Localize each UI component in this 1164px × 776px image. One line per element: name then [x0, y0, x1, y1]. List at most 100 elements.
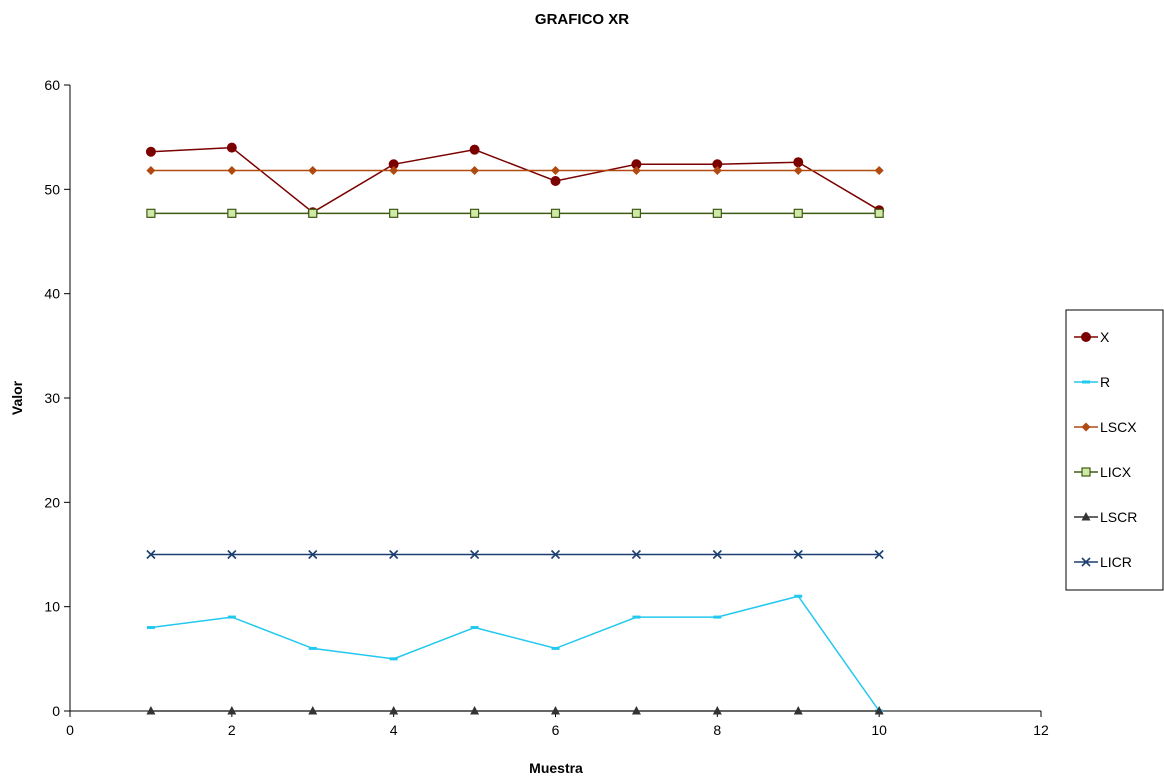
x-tick-label: 6: [552, 722, 560, 738]
data-point-lscr: [470, 706, 480, 715]
y-axis-label: Valor: [9, 380, 25, 415]
data-point-x: [793, 157, 804, 168]
data-point-r: [713, 615, 722, 619]
legend-marker-licx: [1081, 467, 1091, 477]
x-tick-label: 4: [390, 722, 398, 738]
data-point-lscr: [146, 706, 156, 715]
data-point-lscr: [308, 706, 318, 715]
data-point-lscx: [146, 166, 156, 176]
data-point-lscr: [227, 706, 237, 715]
data-point-licx: [793, 208, 803, 218]
y-tick-label: 0: [52, 703, 60, 719]
legend-label-x: X: [1100, 329, 1110, 345]
data-point-lscx: [308, 166, 318, 176]
data-point-r: [551, 646, 560, 650]
data-point-licx: [469, 208, 480, 218]
axes: 0 10 20 30 40 50 60 0 2 4 6 8 10 12: [44, 77, 1049, 738]
data-point-lscx: [631, 166, 641, 176]
series-r: [146, 594, 884, 713]
data-point-r: [389, 657, 398, 661]
data-point-licr: [227, 549, 237, 560]
data-point-lscx: [227, 166, 237, 176]
data-point-lscx: [389, 166, 399, 176]
data-point-lscx: [551, 166, 560, 176]
x-axis-label: Muestra: [529, 760, 583, 776]
data-point-lscr: [389, 706, 399, 715]
data-point-lscx: [793, 166, 803, 176]
data-point-licx: [227, 208, 237, 218]
data-point-licr: [389, 549, 399, 560]
legend-item-licr: LICR: [1074, 554, 1132, 570]
x-tick-label: 8: [713, 722, 721, 738]
data-point-licx: [631, 208, 642, 218]
data-point-lscx: [470, 166, 480, 176]
data-point-licr: [712, 549, 722, 560]
legend-item-r: R: [1074, 374, 1110, 390]
series-x: [145, 142, 885, 218]
data-point-licr: [308, 549, 318, 560]
data-point-x: [469, 144, 480, 155]
legend-item-x: X: [1074, 329, 1110, 345]
data-point-r: [227, 615, 236, 619]
series-lscr: [146, 706, 884, 715]
data-point-licr: [631, 549, 641, 560]
legend-label-licr: LICR: [1100, 554, 1132, 570]
legend-marker-licr: [1081, 557, 1091, 567]
data-point-licx: [712, 208, 722, 218]
series-lscx: [146, 166, 884, 176]
series-licx: [146, 208, 884, 218]
data-point-r: [794, 594, 803, 598]
data-point-r: [146, 626, 155, 630]
series-line-r: [150, 595, 880, 712]
data-point-lscr: [631, 706, 641, 715]
plot-area: [145, 142, 885, 715]
legend-label-lscr: LSCR: [1100, 509, 1137, 525]
y-tick-label: 60: [44, 77, 60, 93]
y-tick-label: 30: [44, 390, 60, 406]
legend: X R LSCX LICX LSCR LICR: [1065, 309, 1164, 591]
legend-item-lscx: LSCX: [1074, 419, 1137, 435]
legend-item-lscr: LSCR: [1074, 509, 1137, 525]
data-point-r: [632, 615, 641, 619]
data-point-licr: [146, 549, 156, 560]
y-tick-label: 50: [44, 181, 60, 197]
series-licr: [146, 549, 884, 560]
data-point-licr: [793, 549, 803, 560]
data-point-licx: [308, 208, 318, 218]
legend-marker-lscx: [1081, 422, 1091, 432]
y-tick-label: 40: [44, 286, 60, 302]
legend-marker-r: [1082, 380, 1090, 384]
legend-label-r: R: [1100, 374, 1110, 390]
data-point-licx: [550, 208, 561, 218]
data-point-lscr: [551, 706, 560, 715]
legend-marker-x: [1081, 332, 1091, 342]
data-point-x: [145, 146, 156, 157]
data-point-licx: [389, 208, 399, 218]
legend-label-licx: LICX: [1100, 464, 1132, 480]
y-tick-label: 20: [44, 494, 60, 510]
data-point-lscx: [712, 166, 722, 176]
data-point-lscx: [874, 166, 884, 176]
x-tick-label: 10: [871, 722, 887, 738]
data-point-lscr: [793, 706, 803, 715]
chart-title: GRAFICO XR: [535, 11, 629, 28]
y-tick-label: 10: [44, 599, 60, 615]
data-point-licr: [874, 549, 884, 560]
x-tick-label: 12: [1033, 722, 1049, 738]
series-line-x: [150, 146, 880, 214]
data-point-lscr: [712, 706, 722, 715]
data-point-r: [308, 646, 317, 650]
data-point-licr: [550, 549, 561, 560]
legend-label-lscx: LSCX: [1100, 419, 1137, 435]
data-point-x: [550, 175, 561, 186]
legend-marker-lscr: [1081, 512, 1091, 521]
data-point-licx: [874, 208, 884, 218]
data-point-licr: [470, 549, 480, 560]
legend-box: [1065, 309, 1164, 591]
x-tick-label: 2: [228, 722, 236, 738]
data-point-lscr: [874, 706, 884, 715]
data-point-licx: [146, 208, 156, 218]
legend-item-licx: LICX: [1074, 464, 1132, 480]
x-tick-label: 0: [66, 722, 74, 738]
data-point-r: [470, 626, 479, 630]
